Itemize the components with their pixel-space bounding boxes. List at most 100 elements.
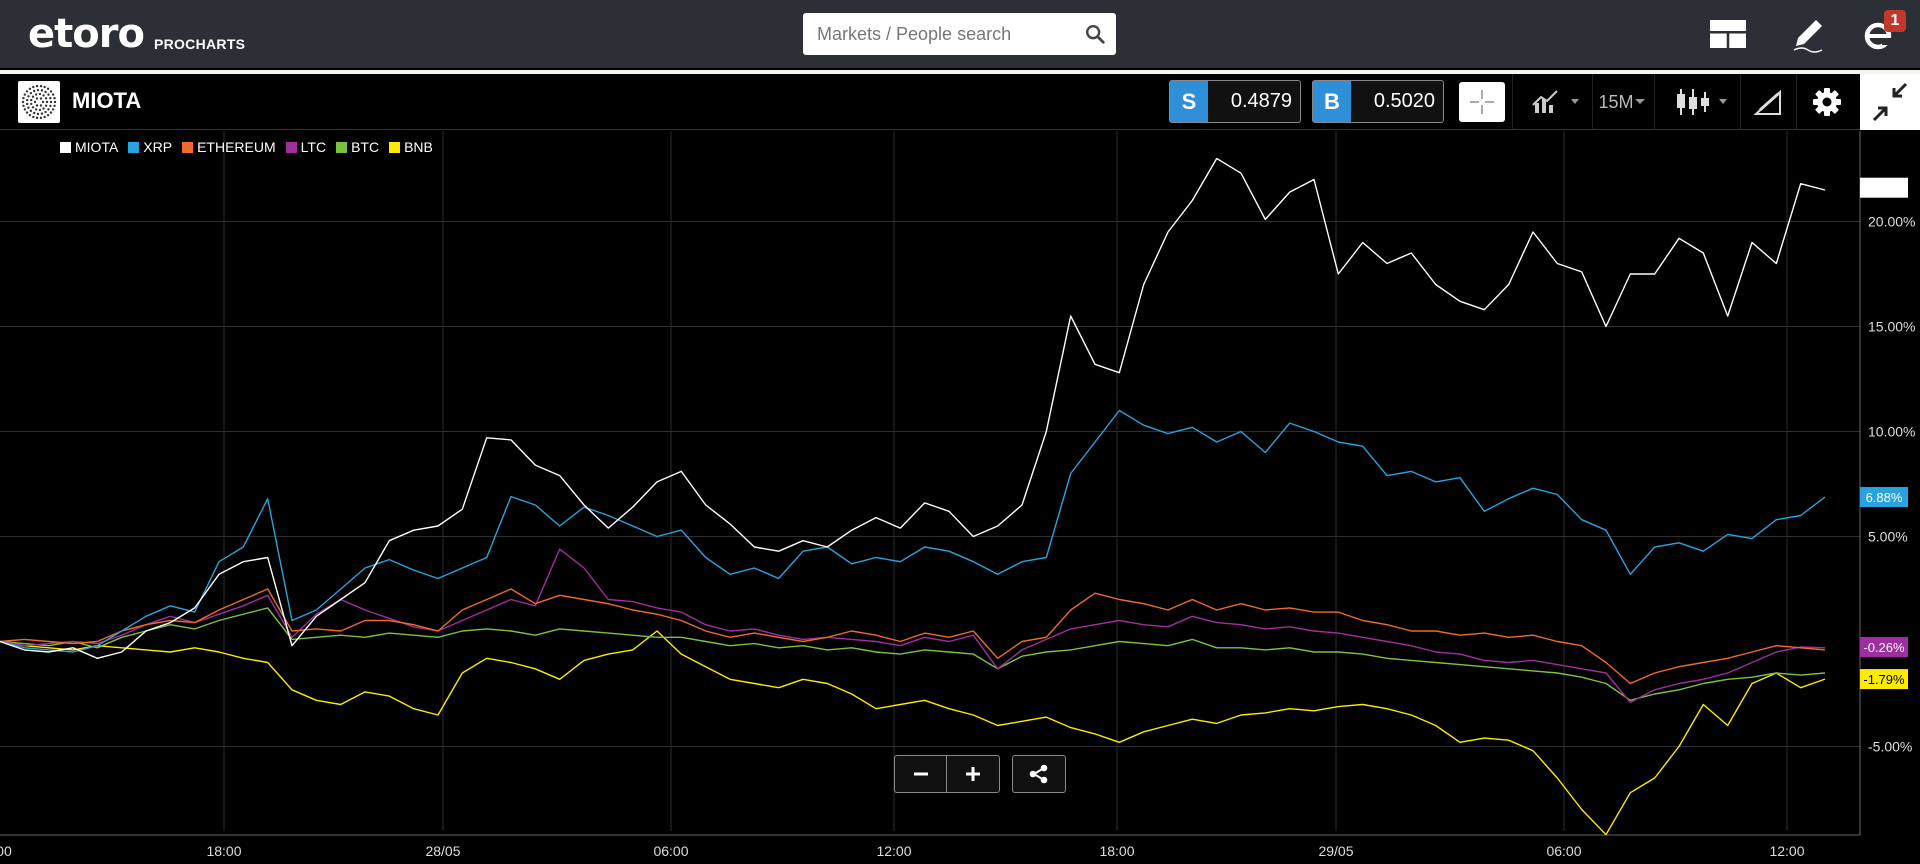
legend-swatch xyxy=(128,141,140,153)
buy-label: B xyxy=(1313,81,1351,122)
notification-badge: 1 xyxy=(1884,10,1906,32)
iota-logo-icon xyxy=(21,84,57,120)
indicators-icon xyxy=(1532,90,1579,113)
header-divider xyxy=(0,70,1920,74)
svg-text:-0.26%: -0.26% xyxy=(1863,640,1905,655)
share-control xyxy=(1012,755,1066,793)
y-tick-label: 15.00% xyxy=(1868,319,1915,335)
legend-swatch xyxy=(285,141,297,153)
search-box[interactable] xyxy=(803,13,1116,55)
x-tick-label: :00 xyxy=(0,843,12,859)
toolbar-separator xyxy=(1796,74,1797,130)
series-line-miota xyxy=(0,157,1826,659)
legend: MIOTA XRP ETHEREUM LTC BTC BNB xyxy=(60,139,433,155)
logo-text: etoro xyxy=(28,11,145,57)
etoro-e-icon xyxy=(1864,22,1894,50)
buy-price: 0.5020 xyxy=(1373,90,1435,112)
y-tick-label: -5.00% xyxy=(1868,739,1912,755)
svg-text:-1.79%: -1.79% xyxy=(1863,672,1905,687)
series-line-btc xyxy=(0,607,1826,701)
series-line-xrp xyxy=(0,409,1826,653)
sell-price: 0.4879 xyxy=(1230,90,1292,112)
svg-text:21.61%: 21.61% xyxy=(1862,181,1907,196)
toolbar-separator xyxy=(1592,74,1593,130)
timeframe-button[interactable]: 15M xyxy=(1594,78,1650,126)
legend-label: XRP xyxy=(143,139,173,155)
collapse-icon xyxy=(1872,82,1908,122)
x-tick-label: 18:00 xyxy=(1099,843,1134,859)
candlestick-icon xyxy=(1677,89,1727,115)
legend-label: ETHEREUM xyxy=(197,139,276,155)
last-value-label-xrp: 6.88% xyxy=(1860,487,1908,508)
zoom-out-button[interactable] xyxy=(895,756,947,792)
y-tick-label: 10.00% xyxy=(1868,424,1915,440)
minus-icon xyxy=(913,772,928,776)
gear-icon xyxy=(1813,88,1841,116)
sell-label: S xyxy=(1170,81,1208,122)
legend-item-xrp[interactable]: XRP xyxy=(128,139,172,155)
legend-swatch xyxy=(60,141,71,153)
crosshair-icon xyxy=(1470,90,1494,114)
x-tick-label: 28/05 xyxy=(425,843,460,859)
legend-label: BNB xyxy=(404,139,433,155)
last-value-label-miota: 21.61% xyxy=(1860,177,1908,198)
toolbar-separator xyxy=(1512,74,1513,130)
x-tick-label: 29/05 xyxy=(1318,843,1353,859)
legend-swatch xyxy=(336,141,348,153)
svg-text:6.88%: 6.88% xyxy=(1866,490,1903,505)
instrument-logo xyxy=(18,81,60,123)
search-input[interactable] xyxy=(817,13,1067,55)
legend-swatch xyxy=(389,141,401,153)
plus-icon xyxy=(966,767,980,781)
zoom-in-button[interactable] xyxy=(947,756,999,792)
notifications-button[interactable]: 1 xyxy=(1858,10,1906,56)
top-bar: etoro PROCHARTS 1 xyxy=(0,0,1920,68)
toolbar-separator xyxy=(1740,74,1741,130)
legend-label: BTC xyxy=(351,139,380,155)
comparison-chart[interactable]: :00 18:00 28/05 06:00 12:00 18:00 29/05 06:00 12… xyxy=(0,131,1920,864)
x-tick-label: 06:00 xyxy=(1546,843,1581,859)
x-tick-label: 12:00 xyxy=(876,843,911,859)
instrument-name: MIOTA xyxy=(72,88,142,113)
layout-icon[interactable] xyxy=(1706,12,1750,56)
sell-button[interactable]: S 0.4879 xyxy=(1169,80,1301,123)
legend-item-bnb[interactable]: BNB xyxy=(389,139,433,155)
legend-swatch xyxy=(182,141,194,153)
x-tick-label: 12:00 xyxy=(1769,843,1804,859)
series-line-ltc xyxy=(0,548,1826,704)
chevron-down-icon xyxy=(1634,99,1645,104)
indicators-button[interactable] xyxy=(1520,78,1590,126)
legend-item-ltc[interactable]: LTC xyxy=(285,139,327,155)
instrument-bar: MIOTA S 0.4879 B 0.5020 xyxy=(0,74,1920,130)
toolbar-separator xyxy=(1654,74,1655,130)
legend-item-btc[interactable]: BTC xyxy=(336,139,379,155)
buy-button[interactable]: B 0.5020 xyxy=(1312,80,1444,123)
last-value-label-bnb: -1.79% xyxy=(1860,669,1908,690)
share-button[interactable] xyxy=(1013,756,1065,792)
last-value-label-ltc: -0.26% xyxy=(1860,636,1908,657)
x-tick-label: 06:00 xyxy=(653,843,688,859)
x-tick-label: 18:00 xyxy=(206,843,241,859)
etoro-logo[interactable]: etoro PROCHARTS xyxy=(28,10,245,54)
drawing-tools-button[interactable] xyxy=(1744,78,1792,126)
collapse-button[interactable] xyxy=(1860,74,1920,130)
legend-item-miota[interactable]: MIOTA xyxy=(60,139,118,155)
search-icon[interactable] xyxy=(1084,23,1106,45)
chart-area[interactable]: :00 18:00 28/05 06:00 12:00 18:00 29/05 06:00 12… xyxy=(0,131,1920,864)
timeframe-label: 15M xyxy=(1598,91,1634,112)
logo-sub: PROCHARTS xyxy=(153,36,246,52)
share-icon xyxy=(1029,764,1048,784)
drawing-tool-icon xyxy=(1753,89,1781,115)
legend-label: MIOTA xyxy=(75,139,119,155)
zoom-controls xyxy=(894,755,1000,793)
series-line-bnb xyxy=(0,630,1826,836)
legend-item-ethereum[interactable]: ETHEREUM xyxy=(182,139,276,155)
legend-label: LTC xyxy=(300,139,327,155)
y-tick-label: 5.00% xyxy=(1868,529,1908,545)
pencil-icon[interactable] xyxy=(1786,12,1830,56)
crosshair-button[interactable] xyxy=(1459,82,1505,122)
y-tick-label: 20.00% xyxy=(1868,214,1915,230)
chart-type-button[interactable] xyxy=(1664,78,1738,126)
settings-button[interactable] xyxy=(1802,78,1852,126)
